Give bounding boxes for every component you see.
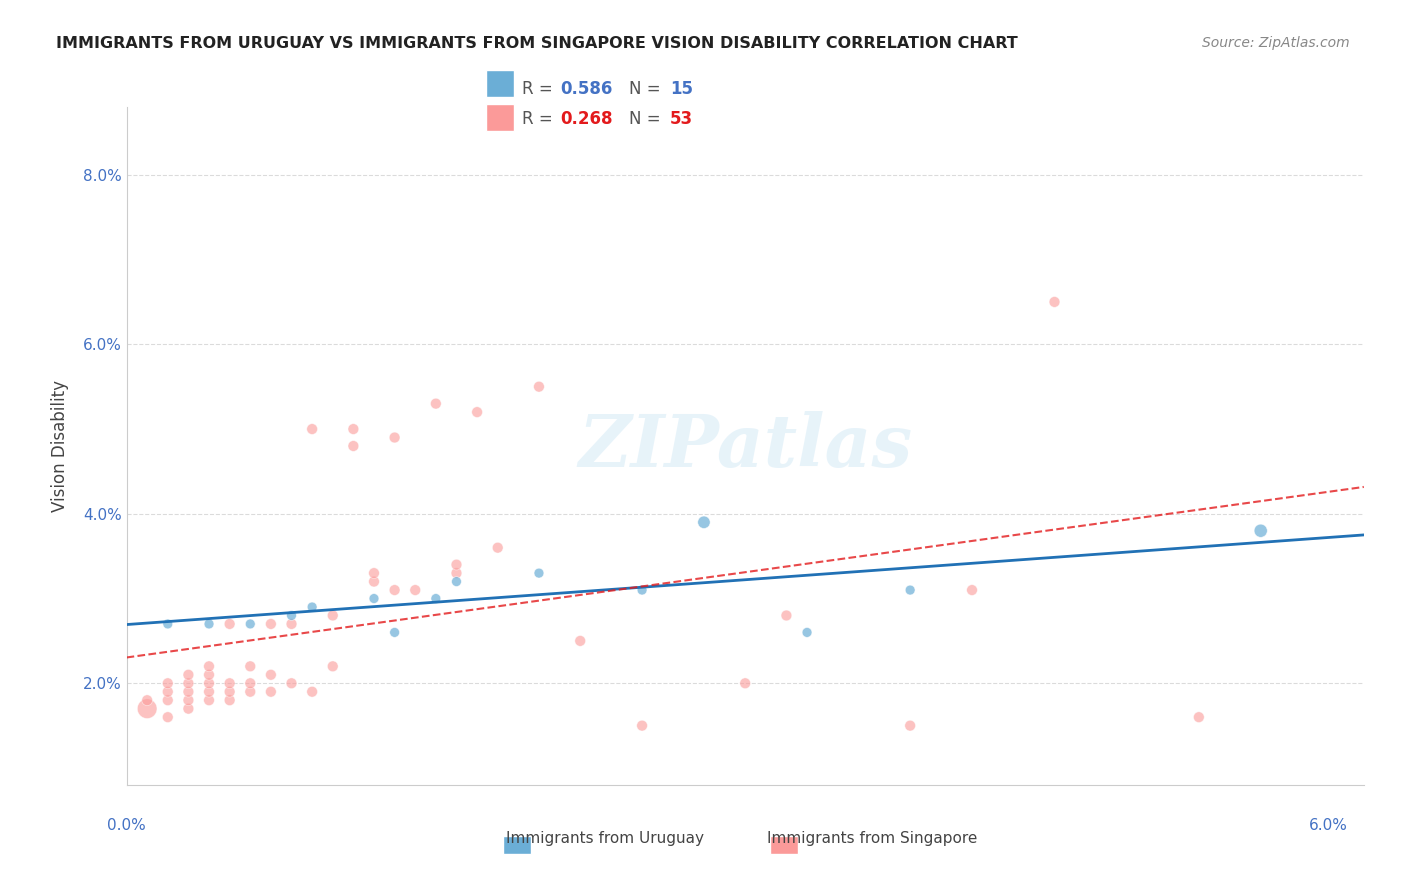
Point: [156, 617, 179, 632]
Point: [156, 685, 179, 699]
Point: [177, 685, 200, 699]
Point: [156, 693, 179, 707]
Point: [384, 583, 406, 598]
Point: [301, 685, 323, 699]
Point: [260, 667, 283, 681]
Point: [136, 693, 159, 707]
Point: [446, 574, 468, 589]
Point: [156, 710, 179, 724]
Point: [363, 591, 385, 606]
Text: R =: R =: [522, 111, 558, 128]
Point: [177, 693, 200, 707]
Point: [218, 676, 240, 690]
Point: [177, 667, 200, 681]
Point: [239, 676, 262, 690]
Point: [218, 693, 240, 707]
Point: [239, 617, 262, 632]
Point: [486, 541, 509, 555]
Point: [775, 608, 797, 623]
Point: [960, 583, 983, 598]
Point: [239, 659, 262, 673]
Point: [260, 685, 283, 699]
Point: [322, 659, 344, 673]
Text: Immigrants from Singapore: Immigrants from Singapore: [766, 831, 977, 846]
Point: [693, 515, 716, 529]
Point: [136, 701, 159, 715]
Point: [198, 617, 221, 632]
Bar: [486, 104, 513, 130]
Text: 53: 53: [671, 111, 693, 128]
Point: [218, 685, 240, 699]
Point: [198, 659, 221, 673]
Text: 0.0%: 0.0%: [107, 818, 146, 832]
Point: [198, 685, 221, 699]
Point: [446, 566, 468, 580]
Point: [631, 583, 654, 598]
Point: [301, 422, 323, 436]
Bar: [770, 837, 799, 855]
Y-axis label: Vision Disability: Vision Disability: [51, 380, 69, 512]
Text: 15: 15: [671, 80, 693, 98]
Text: ZIPatlas: ZIPatlas: [578, 410, 912, 482]
Point: [569, 633, 592, 648]
Point: [280, 608, 302, 623]
Point: [898, 583, 921, 598]
Bar: [486, 70, 513, 96]
Point: [177, 676, 200, 690]
Text: 0.268: 0.268: [561, 111, 613, 128]
Point: [898, 719, 921, 733]
Text: 6.0%: 6.0%: [1309, 818, 1348, 832]
Point: [280, 676, 302, 690]
Point: [1250, 524, 1272, 538]
Point: [527, 379, 550, 393]
Point: [384, 625, 406, 640]
Point: [260, 617, 283, 632]
Text: R =: R =: [522, 80, 558, 98]
Point: [363, 574, 385, 589]
Point: [527, 566, 550, 580]
Point: [198, 667, 221, 681]
Point: [301, 599, 323, 614]
Point: [796, 625, 818, 640]
Text: IMMIGRANTS FROM URUGUAY VS IMMIGRANTS FROM SINGAPORE VISION DISABILITY CORRELATI: IMMIGRANTS FROM URUGUAY VS IMMIGRANTS FR…: [56, 36, 1018, 51]
Text: Immigrants from Uruguay: Immigrants from Uruguay: [506, 831, 703, 846]
Point: [198, 693, 221, 707]
Point: [631, 719, 654, 733]
Point: [363, 566, 385, 580]
Point: [156, 676, 179, 690]
Point: [322, 608, 344, 623]
Point: [1188, 710, 1211, 724]
Text: N =: N =: [628, 111, 665, 128]
Bar: [503, 837, 531, 855]
Point: [384, 430, 406, 444]
Point: [425, 396, 447, 410]
Point: [1043, 294, 1066, 309]
Text: Source: ZipAtlas.com: Source: ZipAtlas.com: [1202, 36, 1350, 50]
Point: [446, 558, 468, 572]
Point: [198, 676, 221, 690]
Point: [734, 676, 756, 690]
Point: [342, 422, 364, 436]
Text: N =: N =: [628, 80, 665, 98]
Point: [404, 583, 426, 598]
Text: 0.586: 0.586: [561, 80, 613, 98]
Point: [425, 591, 447, 606]
Point: [280, 617, 302, 632]
Point: [218, 617, 240, 632]
Point: [177, 701, 200, 715]
Point: [342, 439, 364, 453]
Point: [465, 405, 488, 419]
Point: [239, 685, 262, 699]
